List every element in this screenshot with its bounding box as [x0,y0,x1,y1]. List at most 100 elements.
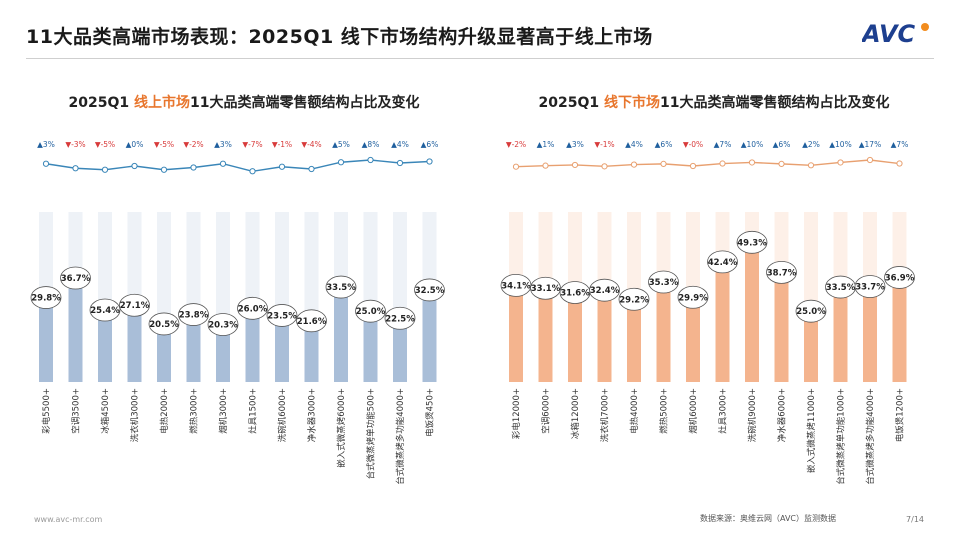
value-bubble [618,287,650,311]
value-label: 34.1% [501,281,531,291]
online-chart-svg: 29.8% 彩电5500+ ▲3% 36.7% 空调3500+ ▼-3% 25.4% 冰箱45… [30,140,445,485]
value-bubble [677,285,709,309]
data-bar [216,324,230,382]
value-bubble [854,275,886,298]
category-label: 电热2000+ [159,388,170,434]
category-label: 灶具1500+ [248,388,259,434]
value-bubble [884,266,915,289]
value-label: 33.7% [855,283,885,293]
category-label: 烟机6000+ [688,388,699,434]
data-bar [127,305,142,382]
value-label: 31.6% [560,288,590,298]
change-line [45,159,430,172]
category-label: 台式微蒸烤单功能500+ [366,388,377,479]
change-label: ▲10% [829,140,851,149]
offline-chart: 2025Q1 线下市场11大品类高端零售额结构占比及变化 34.1% 彩电1200… [494,92,934,512]
change-point [866,156,874,164]
value-bubble [237,296,268,320]
change-point [571,161,579,169]
change-point [367,156,374,164]
data-bar [363,311,378,382]
data-bar [186,314,201,382]
page-title: 11大品类高端市场表现：2025Q1 线下市场结构升级显著高于线上市场 [26,26,653,48]
value-label: 23.5% [267,311,297,321]
value-label: 36.7% [61,274,91,284]
change-label: ▲3% [566,140,584,149]
change-point [719,160,726,167]
category-label: 燃热3000+ [189,388,200,434]
change-label: ▲3% [37,140,55,149]
value-bubble [384,306,416,330]
category-label: 彩电5500+ [41,388,52,434]
category-label: 电热4000+ [629,388,640,434]
value-bubble [119,293,150,317]
change-label: ▲7% [714,140,732,149]
data-bar [304,320,319,382]
value-label: 26.0% [238,304,268,314]
change-label: ▼-3% [65,140,85,149]
change-label: ▼-1% [594,140,614,149]
value-label: 25.0% [796,307,826,317]
value-label: 38.7% [767,268,797,278]
change-point [337,159,345,166]
change-label: ▲10% [741,140,763,149]
data-bar [686,297,700,382]
footer-url: www.avc-mr.com [34,515,103,524]
title-divider [26,58,934,59]
data-bar [334,287,348,382]
value-label: 32.4% [590,286,620,296]
change-point [807,162,815,169]
value-label: 20.3% [208,320,238,330]
data-bar [568,292,582,382]
value-label: 21.6% [297,317,327,327]
value-label: 33.5% [826,283,856,293]
change-point [308,165,315,173]
change-label: ▲6% [421,140,439,149]
value-bubble [148,312,180,336]
data-bar [774,272,789,382]
data-bar [804,311,818,382]
value-bubble [296,309,327,333]
value-bubble [589,278,620,302]
category-label: 空调6000+ [541,388,552,434]
value-label: 36.9% [885,273,915,283]
category-label: 净水器6000+ [777,388,788,442]
data-bar [275,315,289,382]
category-label: 电饭煲1200+ [895,388,906,442]
value-label: 25.4% [90,306,120,316]
offline-chart-title: 2025Q1 线下市场11大品类高端零售额结构占比及变化 [538,95,890,111]
change-label: ▼-7% [242,140,262,149]
data-bar [39,297,53,382]
data-bar [656,281,671,382]
change-point [542,162,549,169]
change-label: ▲4% [391,140,409,149]
category-label: 空调3500+ [71,388,82,434]
change-point [689,162,697,170]
value-label: 29.2% [619,295,649,305]
value-label: 32.5% [415,286,445,296]
category-label: 洗碗机6000+ [277,388,288,442]
change-label: ▼-0% [683,140,703,149]
data-bar [627,299,641,382]
category-label: 烟机3000+ [218,388,229,434]
value-bubble [266,304,298,327]
change-label: ▼-2% [183,140,203,149]
value-label: 33.1% [531,284,561,294]
value-label: 27.1% [120,301,150,311]
data-bar [892,277,907,382]
change-point [190,164,197,171]
change-point [72,165,79,172]
category-label: 台式微蒸烤单功能1000+ [836,388,847,485]
change-label: ▲0% [126,140,144,149]
value-label: 29.9% [678,293,708,303]
value-bubble [207,313,239,336]
data-bar [863,286,877,382]
change-point [778,160,785,167]
value-label: 29.8% [31,294,61,304]
category-label: 冰箱4500+ [100,388,111,434]
change-point [249,168,256,175]
category-label: 灶具3000+ [718,388,729,434]
logo-dot [921,23,929,31]
online-chart-title: 2025Q1 线上市场11大品类高端零售额结构占比及变化 [68,95,420,111]
category-label: 电饭煲450+ [425,388,436,437]
